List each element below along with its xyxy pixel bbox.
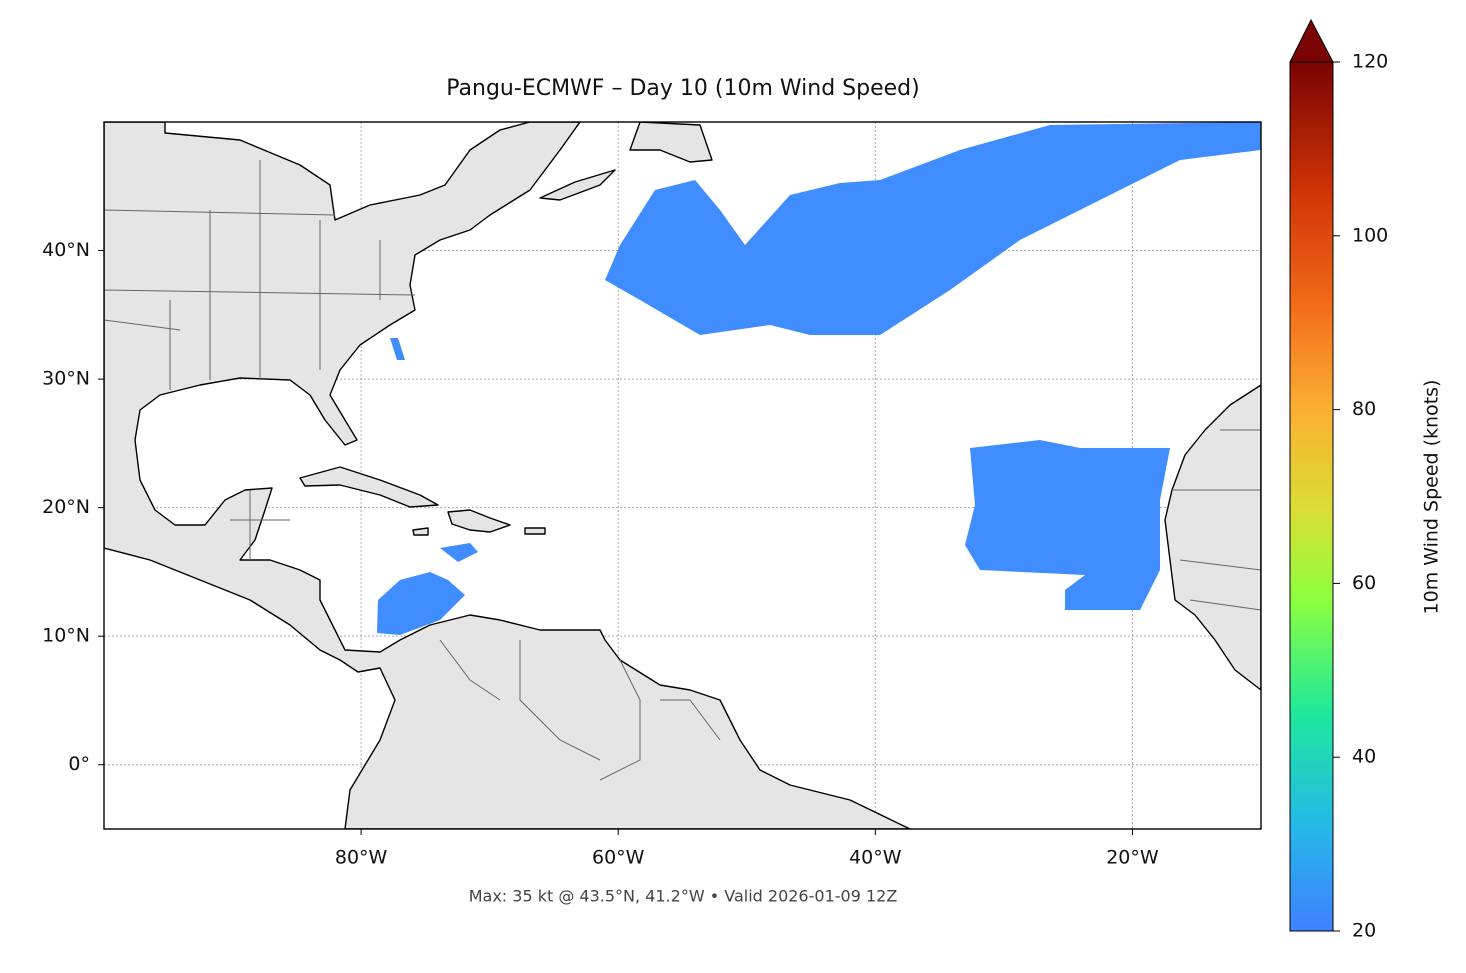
puerto-rico [524, 527, 546, 535]
colorbar-extend [1289, 18, 1334, 63]
x-tick-label: 80°W [335, 847, 388, 869]
wind-patch-east [965, 440, 1170, 610]
africa [1164, 384, 1261, 691]
colorbar [1289, 61, 1334, 932]
x-tick-label: 60°W [592, 847, 645, 869]
wind-patch-bermuda [390, 338, 405, 360]
colorbar-tick-label: 60 [1352, 572, 1376, 594]
y-tick-label: 30°N [42, 368, 90, 390]
colorbar-tick-label: 100 [1352, 224, 1388, 246]
colorbar-tick-label: 120 [1352, 51, 1388, 73]
footer-note: Max: 35 kt @ 43.5°N, 41.2°W • Valid 2026… [469, 887, 898, 906]
colorbar-label: 10m Wind Speed (knots) [1421, 380, 1443, 615]
colorbar-ticks: 20 40 60 80 100 120 [1333, 51, 1388, 942]
newfoundland [629, 122, 713, 163]
x-tick-label: 20°W [1106, 847, 1159, 869]
x-tick-label: 40°W [849, 847, 902, 869]
nova-scotia [539, 169, 616, 201]
colorbar-tick-label: 40 [1352, 746, 1376, 768]
y-tick-label: 0° [68, 753, 90, 775]
y-tick-label: 10°N [42, 625, 90, 647]
americas [104, 122, 911, 829]
hispaniola [447, 509, 511, 533]
y-tick-label: 20°N [42, 496, 90, 518]
wind-patch-haiti [440, 543, 478, 562]
colorbar-tick-label: 80 [1352, 398, 1376, 420]
map-frame [103, 121, 1262, 830]
map-title: Pangu-ECMWF – Day 10 (10m Wind Speed) [446, 76, 919, 101]
jamaica [412, 527, 429, 536]
cuba [299, 466, 439, 508]
y-tick-label: 40°N [42, 239, 90, 261]
map-layers [104, 122, 1261, 829]
wind-patch-caribbean [377, 572, 465, 635]
colorbar-tick-label: 20 [1352, 920, 1376, 942]
state-borders [104, 160, 1261, 781]
wind-swath-north [605, 122, 1261, 335]
